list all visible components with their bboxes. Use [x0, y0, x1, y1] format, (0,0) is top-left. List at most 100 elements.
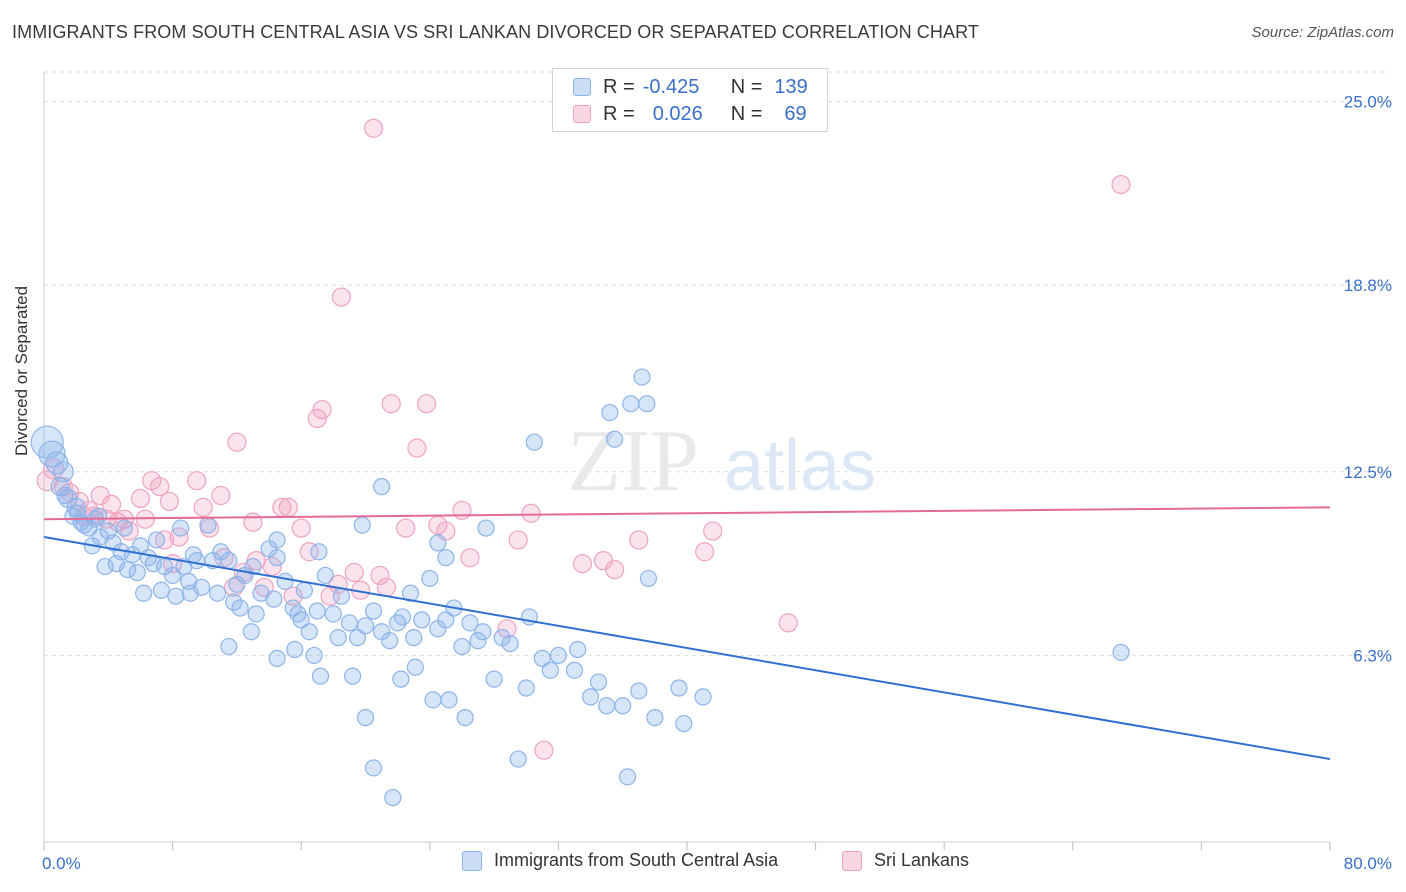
scatter-point — [694, 688, 712, 706]
scatter-point — [80, 519, 98, 537]
scatter-point — [381, 632, 399, 650]
legend-r-label: R = — [603, 75, 635, 98]
scatter-point — [363, 118, 384, 138]
scatter-point — [469, 632, 487, 650]
series-legend: Immigrants from South Central Asia Sri L… — [0, 850, 1406, 878]
scatter-point — [364, 759, 383, 777]
scatter-point — [135, 584, 153, 602]
scatter-point — [69, 504, 87, 522]
legend-r-value: 0.026 — [652, 102, 703, 125]
scatter-point — [605, 559, 625, 580]
scatter-point — [299, 542, 319, 562]
scatter-point — [181, 584, 199, 602]
scatter-point — [541, 661, 559, 679]
scatter-point — [461, 614, 479, 632]
scatter-point — [407, 438, 427, 458]
scatter-point — [199, 516, 217, 534]
scatter-point — [456, 709, 474, 727]
scatter-point — [300, 623, 318, 641]
scatter-point — [598, 697, 616, 715]
scatter-point — [606, 430, 624, 448]
scatter-point — [268, 649, 286, 667]
scatter-point — [265, 590, 283, 608]
scatter-point — [381, 394, 401, 414]
scatter-point — [630, 682, 648, 700]
scatter-point — [413, 611, 431, 629]
series-immigrants-south-central-asia — [30, 368, 1130, 807]
scatter-point — [452, 500, 472, 520]
scatter-point — [646, 709, 664, 727]
scatter-point — [572, 554, 593, 574]
legend-n-label: N = — [730, 102, 763, 125]
scatter-point — [329, 629, 347, 647]
scatter-point — [521, 503, 541, 523]
scatter-point — [370, 565, 390, 586]
scatter-point — [703, 521, 723, 541]
scatter-point — [569, 640, 587, 659]
scatter-point — [244, 557, 262, 576]
watermark: ZIP atlas — [567, 413, 876, 510]
scatter-point — [364, 602, 383, 620]
scatter-point — [96, 557, 114, 576]
trend-line-pink — [43, 506, 1331, 521]
scatter-point — [289, 605, 307, 623]
scatter-point — [549, 646, 568, 665]
scatter-point — [276, 572, 294, 590]
scatter-point — [670, 679, 688, 697]
y-tick-label: 18.8% — [1344, 276, 1392, 295]
scatter-point — [52, 461, 74, 483]
scatter-point — [231, 599, 249, 617]
scatter-point — [1111, 174, 1131, 195]
y-axis-label: Divorced or Separated — [12, 285, 31, 456]
legend-r-value: -0.425 — [642, 75, 700, 98]
scatter-point — [220, 637, 238, 656]
scatter-point — [291, 518, 311, 538]
legend-n-value: 69 — [784, 102, 807, 125]
scatter-point — [172, 519, 190, 537]
scatter-point — [675, 714, 693, 733]
scatter-point — [286, 640, 304, 659]
scatter-point — [211, 485, 231, 506]
scatter-point — [356, 709, 375, 727]
scatter-point — [1112, 643, 1130, 662]
watermark-atlas: atlas — [724, 426, 876, 506]
watermark-zip: ZIP — [567, 413, 699, 510]
scatter-point — [460, 548, 480, 568]
scatter-point — [509, 750, 527, 768]
scatter-point — [242, 623, 260, 641]
scatter-point — [581, 688, 600, 706]
scatter-point — [639, 569, 658, 588]
scatter-point — [209, 584, 227, 602]
legend-item-sri-lankans: Sri Lankans — [842, 850, 969, 871]
scatter-point — [332, 587, 350, 605]
scatter-point — [778, 613, 798, 633]
scatter-point — [115, 519, 133, 537]
scatter-point — [348, 629, 367, 647]
scatter-point — [421, 569, 439, 588]
scatter-point — [372, 478, 391, 496]
scatter-point — [429, 534, 447, 552]
legend-row-blue: R = -0.425 N = 139 — [573, 73, 808, 101]
y-tick-label: 25.0% — [1344, 93, 1392, 112]
scatter-point — [118, 560, 137, 579]
scatter-point — [164, 566, 182, 585]
scatter-point — [493, 629, 511, 647]
trend-lines — [43, 506, 1331, 761]
axes — [43, 72, 1331, 850]
chart-title: IMMIGRANTS FROM SOUTH CENTRAL ASIA VS SR… — [12, 22, 979, 42]
legend-swatch-pink — [573, 105, 591, 123]
scatter-point — [90, 507, 108, 525]
scatter-point — [305, 646, 323, 665]
scatter-point — [152, 581, 170, 599]
scatter-point — [437, 611, 455, 629]
scatter-point — [424, 691, 442, 709]
scatter-point — [356, 617, 375, 635]
scatter-point — [622, 395, 640, 413]
scatter-point — [406, 658, 424, 676]
scatter-point — [416, 394, 437, 414]
scatter-point — [243, 512, 263, 532]
legend-swatch-blue — [462, 850, 482, 871]
x-tick-label: 80.0% — [1344, 854, 1392, 873]
scatter-point — [565, 661, 584, 679]
